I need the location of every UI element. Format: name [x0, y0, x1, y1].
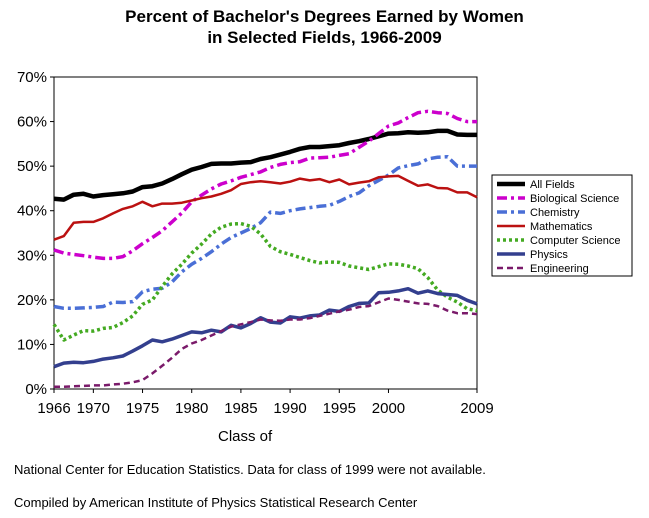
y-tick-label: 20% — [17, 292, 47, 309]
chart-title-line1: Percent of Bachelor's Degrees Earned by … — [125, 7, 524, 26]
legend-label-all-fields: All Fields — [530, 179, 575, 191]
legend-label-computer-science: Computer Science — [530, 235, 621, 247]
source-note: National Center for Education Statistics… — [14, 462, 486, 477]
x-tick-label: 1985 — [224, 400, 257, 417]
series-line-chemistry — [53, 155, 477, 311]
x-tick-label: 1995 — [323, 400, 356, 417]
x-tick-label: 1970 — [77, 400, 110, 417]
plot-frame — [53, 76, 478, 390]
legend-label-chemistry: Chemistry — [530, 207, 580, 219]
legend: All Fields Biological Science Chemistry Mat… — [491, 174, 633, 277]
legend-label-engineering: Engineering — [530, 263, 589, 275]
series-line-physics — [53, 286, 478, 369]
series-line-mathematics — [53, 174, 478, 241]
chart-axes: 0% 10% 20% 30% 40% 50% 60% 70% 1966 1970 1975 1980 1… — [17, 69, 494, 417]
legend-label-physics: Physics — [530, 249, 568, 261]
x-tick-label: 1966 — [37, 400, 70, 417]
legend-label-biological-science: Biological Science — [530, 193, 619, 205]
y-tick-label: 10% — [17, 336, 47, 353]
x-tick-label: 1980 — [175, 400, 208, 417]
x-tick-label: 1990 — [273, 400, 306, 417]
series-line-engineering — [54, 297, 478, 389]
x-tick-label: 1975 — [126, 400, 159, 417]
y-tick-label: 50% — [17, 158, 47, 175]
x-axis-title: Class of — [218, 428, 273, 445]
series-line-computer-science — [52, 221, 478, 342]
y-tick-label: 0% — [25, 381, 47, 398]
y-tick-label: 30% — [17, 247, 47, 264]
series-layer — [52, 109, 478, 389]
legend-label-mathematics: Mathematics — [530, 221, 593, 233]
x-tick-label: 2009 — [460, 400, 493, 417]
chart-title-line2: in Selected Fields, 1966-2009 — [207, 28, 442, 47]
y-tick-label: 70% — [17, 69, 47, 86]
y-tick-label: 40% — [17, 203, 47, 220]
compiled-by-note: Compiled by American Institute of Physic… — [14, 495, 418, 510]
series-line-all-fields — [53, 128, 477, 202]
y-tick-label: 60% — [17, 114, 47, 131]
x-tick-label: 2000 — [372, 400, 405, 417]
series-line-biological-science — [53, 109, 477, 261]
chart-title: Percent of Bachelor's Degrees Earned by … — [0, 6, 649, 48]
